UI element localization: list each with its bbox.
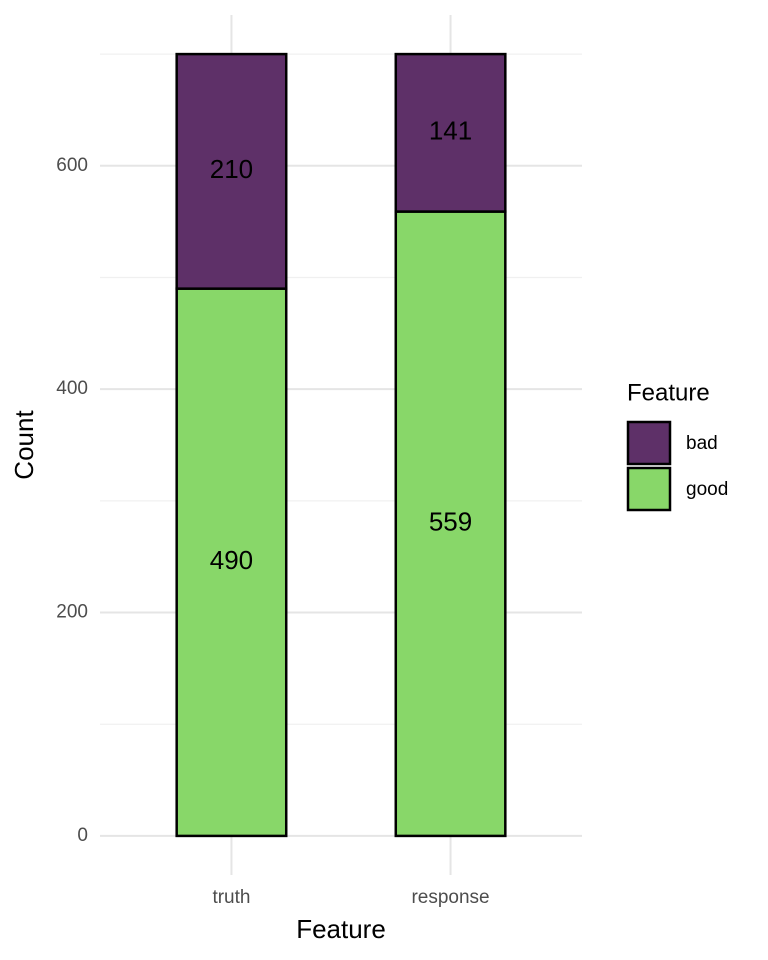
legend-label: bad [686,433,718,454]
legend-title: Feature [627,379,710,406]
x-tick-label: truth [212,887,250,908]
data-label: 210 [210,154,253,184]
y-tick-label: 400 [56,378,88,399]
bar-segment [394,52,507,213]
legend-label: good [686,479,728,500]
grid [100,15,582,875]
data-label: 490 [210,545,253,575]
data-label: 141 [429,116,472,146]
y-tick-label: 200 [56,602,88,623]
bar-segment [175,52,288,290]
data-label: 559 [429,507,472,537]
x-axis-title: Feature [296,914,386,944]
y-axis-title: Count [9,410,39,480]
y-tick-label: 0 [77,825,88,846]
legend-key [626,420,672,466]
legend-key [626,466,672,512]
y-tick-label: 600 [56,155,88,176]
x-tick-label: response [411,887,489,908]
bar-segment [394,210,507,838]
bars: 490 210 559 141 [175,52,507,838]
